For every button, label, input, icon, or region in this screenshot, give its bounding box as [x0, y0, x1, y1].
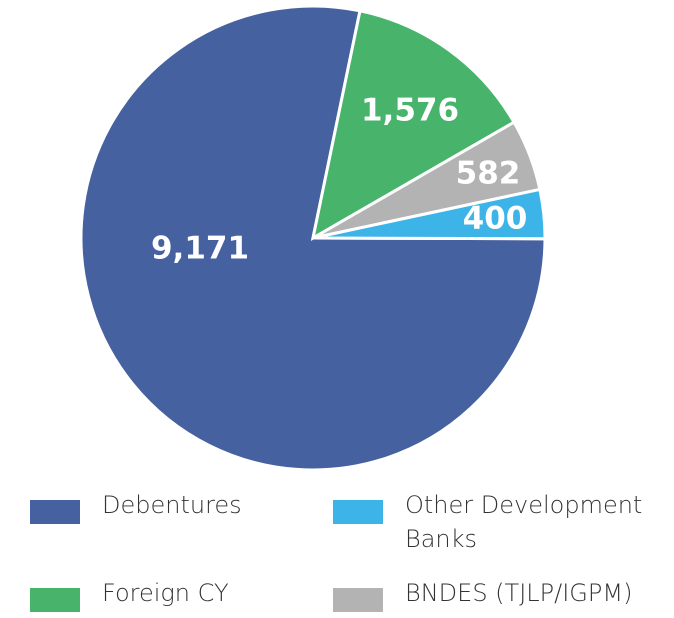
legend-swatch — [333, 500, 383, 524]
pie-slice — [79, 4, 547, 472]
data-label: 9,171 — [151, 231, 249, 267]
pie-chart: 9,171 1,576 582 400 — [79, 4, 547, 472]
pie-slice — [312, 187, 547, 241]
legend-label: BNDES (TJLP/IGPM) — [405, 579, 633, 607]
data-label: 400 — [463, 201, 528, 237]
legend-label: Other Development Banks — [405, 491, 643, 553]
pie-slice — [310, 9, 517, 241]
legend-swatch — [30, 588, 80, 612]
legend-label: Foreign CY — [102, 579, 229, 607]
data-label: 582 — [456, 156, 521, 192]
legend-swatch — [333, 588, 383, 612]
legend-label: Debentures — [102, 491, 242, 519]
legend-swatch — [30, 500, 80, 524]
data-label: 1,576 — [361, 93, 459, 129]
